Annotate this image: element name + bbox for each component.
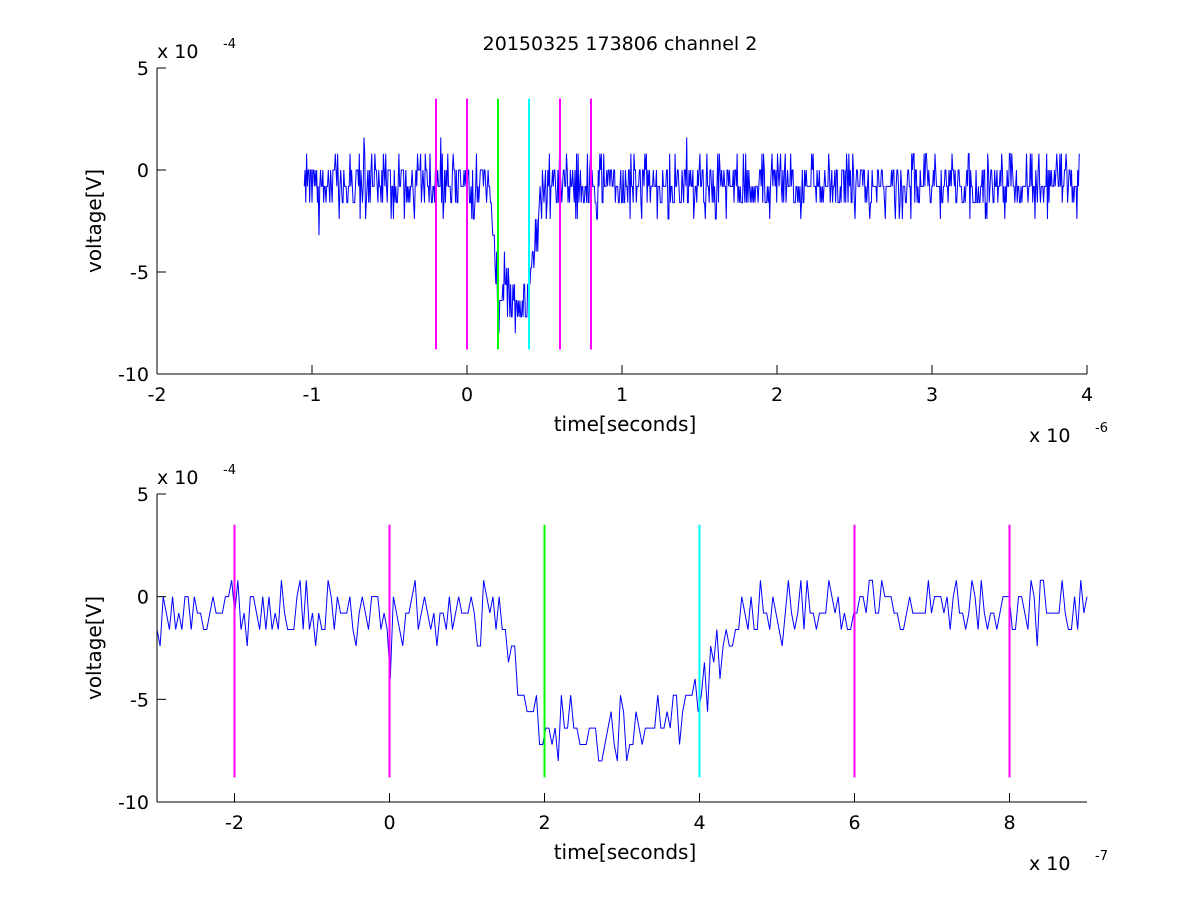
x-axis-label: time[seconds] [554, 412, 697, 436]
x-tick-label: 6 [848, 812, 860, 834]
series-line [303, 137, 1080, 334]
y-tick-label: 5 [137, 484, 149, 506]
y-tick-label: 0 [137, 160, 149, 182]
x-exponent-label: x 10 [1029, 853, 1070, 875]
y-exponent-label: x 10 [157, 467, 198, 489]
x-tick-label: 4 [1081, 384, 1093, 406]
x-exponent-power: -6 [1095, 421, 1108, 436]
top-plot: -2 -1 0 1 2 3 4-10-505time[seconds]voltage[V]x… [82, 37, 1108, 447]
y-axis-label: voltage[V] [82, 596, 106, 700]
y-exponent-power: -4 [223, 463, 236, 478]
x-exponent-power: -7 [1095, 849, 1108, 864]
y-axis-label: voltage[V] [82, 169, 106, 273]
series-line [156, 579, 1088, 762]
y-tick-label: 5 [137, 58, 149, 80]
x-tick-label: 4 [693, 812, 705, 834]
x-tick-label: 0 [461, 384, 473, 406]
y-tick-label: -10 [118, 792, 149, 814]
x-tick-label: 2 [771, 384, 783, 406]
x-tick-label: -2 [148, 384, 167, 406]
x-tick-label: -1 [303, 384, 322, 406]
y-exponent-power: -4 [223, 37, 236, 52]
x-tick-label: 1 [616, 384, 628, 406]
figure-title: 20150325 173806 channel 2 [483, 33, 758, 55]
x-tick-label: 3 [926, 384, 938, 406]
x-tick-label: -2 [225, 812, 244, 834]
x-axis-label: time[seconds] [554, 840, 697, 864]
x-exponent-label: x 10 [1029, 425, 1070, 447]
y-tick-label: -5 [130, 262, 149, 284]
x-tick-label: 2 [538, 812, 550, 834]
y-tick-label: -10 [118, 364, 149, 386]
y-tick-label: 0 [137, 587, 149, 609]
bottom-plot: -2 0 2 4 6 8 -10 -5 0 5 time[seconds] voltage[V] x 1… [82, 463, 1108, 875]
x-tick-label: 8 [1003, 812, 1015, 834]
y-tick-label: -5 [130, 689, 149, 711]
x-tick-label: 0 [383, 812, 395, 834]
y-exponent-label: x 10 [157, 41, 198, 63]
